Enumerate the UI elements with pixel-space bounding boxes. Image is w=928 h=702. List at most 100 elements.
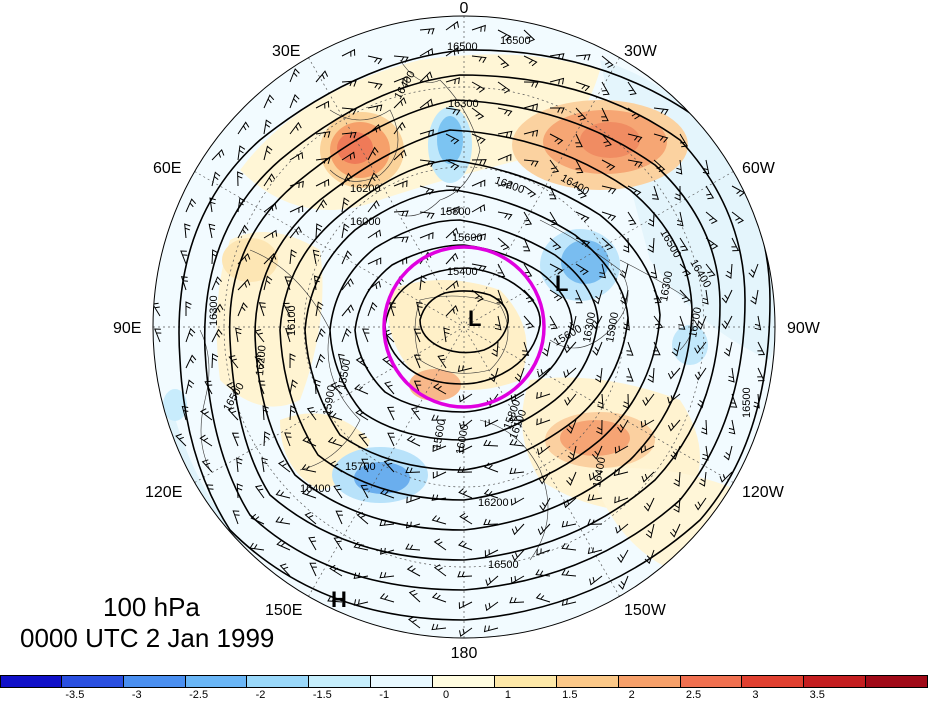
colorbar-tick-label: -2 xyxy=(255,689,266,701)
wind-barb xyxy=(175,433,187,447)
wind-barb xyxy=(564,393,577,406)
wind-barb xyxy=(618,575,629,590)
wind-barb xyxy=(699,471,707,487)
wind-barb xyxy=(304,511,317,525)
lon-label-90e: 90E xyxy=(113,320,141,337)
lon-label-120w: 120W xyxy=(742,484,785,501)
wind-barb xyxy=(537,523,551,536)
colorbar-tick-label: 3.5 xyxy=(809,689,825,701)
wind-barb xyxy=(497,55,510,69)
wind-barb xyxy=(263,275,273,291)
wind-barb xyxy=(728,367,735,383)
wind-barb xyxy=(679,237,689,252)
wind-barb xyxy=(485,601,499,612)
lon-label-30e: 30E xyxy=(272,43,300,60)
wind-barb xyxy=(491,341,499,357)
wind-barb xyxy=(750,289,759,305)
height-contours xyxy=(178,49,771,621)
colorbar-tick-label: 0 xyxy=(443,689,450,701)
contour-label: 16300 xyxy=(581,311,598,343)
wind-barb xyxy=(237,145,246,161)
wind-barb xyxy=(236,457,243,473)
wind-barb xyxy=(289,93,300,109)
wind-barb xyxy=(523,103,538,111)
wind-barb xyxy=(522,341,530,356)
wind-barb xyxy=(575,54,591,61)
wind-barb xyxy=(315,70,329,83)
wind-barb xyxy=(587,494,603,501)
wind-barb xyxy=(431,414,447,421)
colorbar-tick-label: 1 xyxy=(504,689,511,701)
wind-barb xyxy=(362,328,370,343)
wind-barb xyxy=(315,328,326,343)
wind-barb xyxy=(289,151,304,161)
wind-barb xyxy=(413,380,422,395)
wind-barb xyxy=(419,211,435,219)
contour-label: 16400 xyxy=(591,456,608,488)
low-pressure-marker: L xyxy=(555,271,568,296)
wind-barb xyxy=(360,484,369,499)
colorbar-tick-label: 2 xyxy=(628,689,635,701)
wind-barb xyxy=(315,199,328,213)
wind-barb xyxy=(228,355,239,369)
wind-barb xyxy=(471,233,486,241)
colorbar-tick-label: 1.5 xyxy=(562,689,578,701)
wind-barb xyxy=(723,341,733,357)
wind-barb xyxy=(549,185,557,200)
wind-barb xyxy=(379,571,395,579)
wind-barb xyxy=(627,159,643,168)
wind-barb xyxy=(275,489,291,499)
wind-barb xyxy=(315,131,331,138)
wind-barb xyxy=(566,419,577,434)
wind-barb xyxy=(651,185,660,200)
wind-barb xyxy=(667,419,681,432)
wind-barb xyxy=(237,171,244,187)
wind-barb xyxy=(341,304,354,317)
wind-barb xyxy=(387,432,395,447)
wind-barb xyxy=(445,133,460,145)
wind-barb xyxy=(393,121,406,135)
wind-barb xyxy=(237,302,248,317)
colorbar-swatch xyxy=(185,675,248,688)
contour-label: 16200 xyxy=(254,345,269,377)
wind-barb xyxy=(431,515,447,525)
wind-barb xyxy=(341,197,350,213)
wind-barb xyxy=(445,252,459,265)
wind-barb xyxy=(431,623,447,631)
wind-barb xyxy=(549,237,562,251)
wind-barb xyxy=(367,81,383,90)
wind-barb xyxy=(626,341,634,356)
wind-barb xyxy=(367,229,382,239)
wind-barb xyxy=(509,439,525,447)
wind-barb xyxy=(549,77,565,85)
wind-barb xyxy=(276,539,291,551)
wind-barb xyxy=(443,327,450,343)
wind-barb xyxy=(678,315,686,330)
wind-barb xyxy=(445,206,460,214)
wind-barb xyxy=(627,211,637,226)
colorbar: -3.5 -3 -2.5 -2 -1.5 -1 0 1 1.5 2 2.5 3 3.5 xyxy=(0,675,928,702)
wind-barb xyxy=(379,593,395,603)
wind-barb xyxy=(327,436,343,447)
wind-barb xyxy=(410,407,421,421)
wind-barb xyxy=(419,71,433,83)
wind-barb xyxy=(497,107,513,117)
wind-barb xyxy=(471,204,486,213)
wind-barb xyxy=(180,250,188,265)
wind-barb xyxy=(358,433,369,447)
contour-label: 15600 xyxy=(431,418,448,450)
wind-barb xyxy=(333,484,343,499)
contour-label: 16100 xyxy=(286,305,298,336)
contour-label: 16500 xyxy=(741,387,753,418)
wind-barb xyxy=(542,341,551,357)
wind-barb xyxy=(341,223,350,239)
wind-barb xyxy=(575,107,587,121)
wind-barb xyxy=(263,119,272,135)
wind-barb xyxy=(497,153,512,162)
wind-barb xyxy=(705,263,716,277)
wind-barb xyxy=(154,328,162,343)
wind-barb xyxy=(471,55,487,64)
wind-barb xyxy=(484,549,499,558)
wind-barb xyxy=(393,76,408,84)
wind-barb xyxy=(509,467,525,475)
